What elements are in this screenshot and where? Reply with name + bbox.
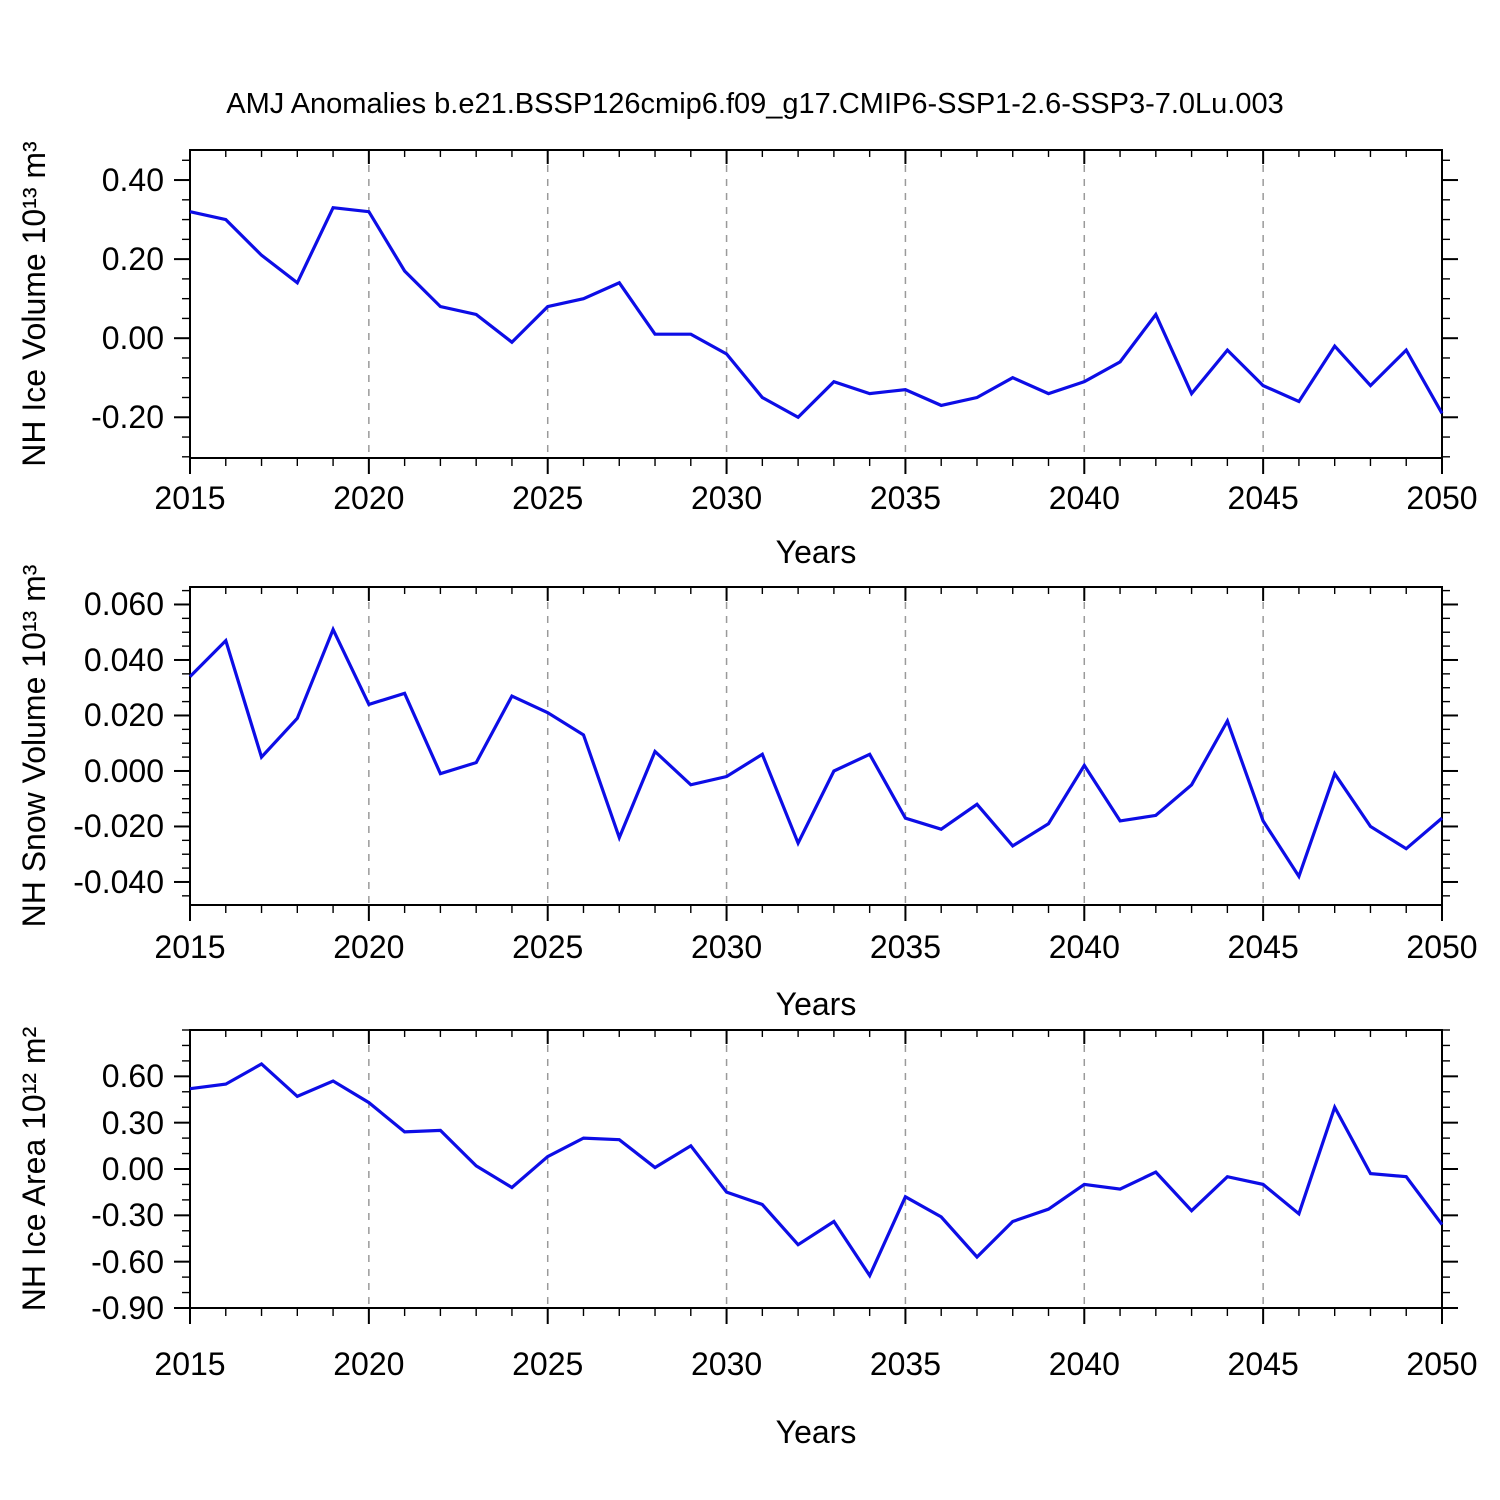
y-tick-label: -0.020 — [73, 808, 164, 845]
y-tick-label: 0.30 — [101, 1104, 164, 1141]
x-axis-label-years-3: Years — [775, 1414, 857, 1450]
y-tick-label: -0.20 — [91, 399, 164, 436]
y-tick-label: 0.020 — [83, 697, 164, 734]
plot-box — [189, 586, 1443, 906]
y-tick-label: 0.040 — [83, 641, 164, 678]
x-tick-label: 2050 — [1406, 480, 1478, 516]
x-tick-label: 2025 — [512, 929, 584, 965]
y-tick-label: -0.30 — [91, 1197, 164, 1234]
x-tick-label: 2025 — [512, 480, 584, 516]
x-tick-label: 2045 — [1227, 929, 1299, 965]
x-tick-label: 2030 — [690, 929, 763, 965]
x-tick-label: 2030 — [690, 480, 763, 516]
x-tick-label: 2020 — [333, 1346, 405, 1382]
y-tick-label: 0.20 — [101, 241, 164, 278]
x-tick-label: 2035 — [869, 929, 942, 965]
x-tick-label: 2020 — [333, 480, 405, 516]
figure-title: AMJ Anomalies b.e21.BSSP126cmip6.f09_g17… — [226, 88, 1284, 120]
y-tick-label: 0.060 — [83, 586, 164, 623]
x-tick-label: 2040 — [1048, 480, 1120, 516]
x-tick-label: 2045 — [1227, 1346, 1299, 1382]
series-line-ice-volume — [189, 205, 1444, 420]
x-tick-label: 2030 — [690, 1346, 763, 1382]
x-tick-label: 2045 — [1227, 480, 1299, 516]
y-tick-label: -0.60 — [91, 1243, 164, 1280]
y-tick-label: -0.90 — [91, 1290, 164, 1326]
y-tick-label: 0.00 — [101, 1151, 164, 1187]
series-line-snow-volume — [188, 625, 1444, 881]
x-tick-label: 2035 — [869, 480, 942, 516]
x-tick-label: 2020 — [333, 929, 405, 965]
x-tick-label: 2015 — [154, 929, 226, 965]
x-axis-label-years-1: Years — [775, 534, 857, 570]
x-tick-label: 2050 — [1406, 929, 1478, 965]
x-tick-label: 2025 — [512, 1346, 584, 1382]
plot-box — [189, 149, 1443, 459]
x-tick-label: 2050 — [1406, 1346, 1478, 1382]
y-tick-label: 0.00 — [101, 320, 164, 357]
x-tick-label: 2040 — [1048, 1346, 1120, 1382]
y-tick-label: 0.40 — [101, 162, 164, 199]
y-tick-label: -0.040 — [73, 863, 164, 900]
x-tick-label: 2035 — [869, 1346, 942, 1382]
x-tick-label: 2040 — [1048, 929, 1120, 965]
plot-box — [189, 1029, 1443, 1309]
y-tick-label: 0.60 — [101, 1058, 164, 1095]
x-axis-label-years-2: Years — [775, 986, 857, 1022]
series-line-ice-area — [189, 1062, 1444, 1279]
x-tick-label: 2015 — [154, 1346, 226, 1382]
x-tick-label: 2015 — [154, 480, 226, 516]
y-tick-label: 0.000 — [83, 752, 164, 789]
